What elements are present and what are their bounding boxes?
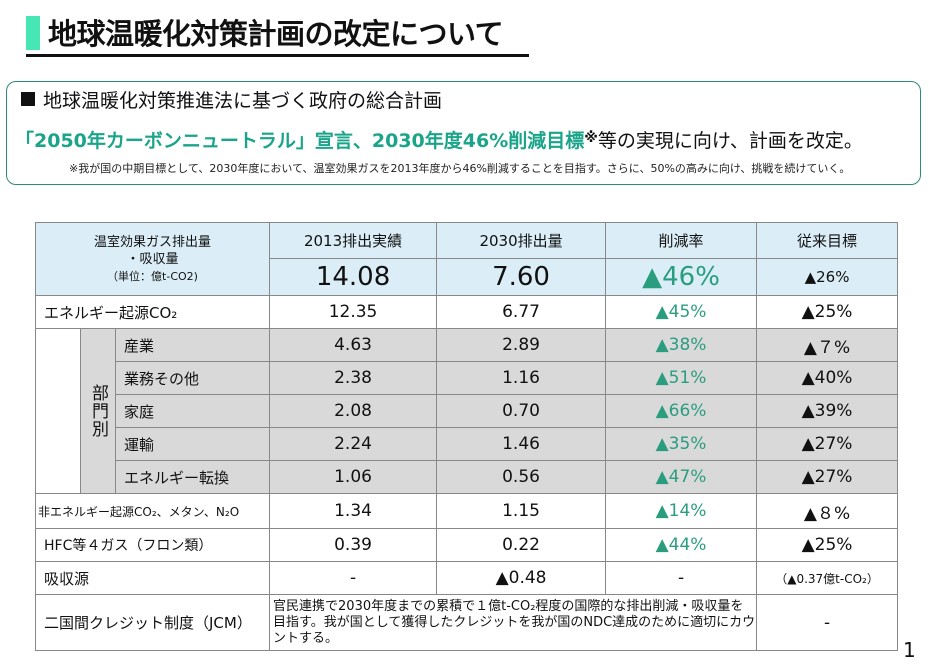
sector-2013: 4.63 [269,328,438,362]
sector-2013: 1.06 [269,460,438,494]
sector-rate: ▲35% [605,427,758,461]
col-2013-header: 2013排出実績 [269,222,438,259]
sector-label: 業務その他 [114,361,271,395]
sink-label: 吸収源 [34,561,271,595]
gas-label-2: ・吸収量 [126,251,179,267]
note-mark: ※ [584,130,598,146]
target-highlight: 「2050年カーボンニュートラル」宣言、2030年度46%削減目標 [15,130,585,152]
page-number: 1 [903,638,916,662]
sink-2030: ▲0.48 [436,561,607,595]
hfc-prev: ▲25% [756,528,899,562]
total-2013: 14.08 [269,258,438,296]
unit-label: （単位：億t-CO2) [107,269,198,283]
col-rate-header: 削減率 [605,222,758,259]
page-title-block: 地球温暖化対策計画の改定について [26,14,529,57]
gas-header-cell: 温室効果ガス排出量 ・吸収量 （単位：億t-CO2) [34,222,271,296]
energy-co2-label: エネルギー起源CO₂ [34,295,271,329]
sector-row: 業務その他 2.38 1.16 ▲51% ▲40% [36,361,899,395]
sector-rate: ▲47% [605,460,758,494]
title-accent-bar [26,16,40,50]
non-energy-rate: ▲14% [605,493,758,529]
col-prev-header: 従来目標 [756,222,899,259]
sector-2030: 0.56 [436,460,607,494]
hfc-2013: 0.39 [269,528,438,562]
sector-prev: ▲27% [756,460,899,494]
sector-label: エネルギー転換 [114,460,271,494]
non-energy-prev: ▲８% [756,493,899,529]
summary-line1-text: 地球温暖化対策推進法に基づく政府の総合計画 [43,90,443,112]
sector-indent [35,328,81,494]
non-energy-2013: 1.34 [269,493,438,529]
non-energy-label: 非エネルギー起源CO₂、メタン、N₂O [34,493,271,529]
summary-line2: 「2050年カーボンニュートラル」宣言、2030年度46%削減目標※等の実現に向… [15,124,863,155]
energy-co2-2013: 12.35 [269,295,438,329]
sector-row: 家庭 2.08 0.70 ▲66% ▲39% [36,394,899,428]
jcm-label: 二国間クレジット制度（JCM） [34,594,271,651]
summary-line1: 地球温暖化対策推進法に基づく政府の総合計画 [21,88,442,114]
jcm-description: 官民連携で2030年度までの累積で１億t-CO₂程度の国際的な排出削減・吸収量を… [269,594,758,651]
energy-co2-prev: ▲25% [756,295,899,329]
jcm-prev: - [756,594,899,651]
summary-note: ※我が国の中期目標として、2030年度において、温室効果ガスを2013年度から4… [69,162,851,175]
sector-row: 運輸 2.24 1.46 ▲35% ▲27% [36,427,899,461]
total-row: 14.08 7.60 ▲46% ▲26% [36,258,899,296]
sector-label: 産業 [114,328,271,362]
jcm-row: 二国間クレジット制度（JCM） 官民連携で2030年度までの累積で１億t-CO₂… [34,594,899,651]
total-prev: ▲26% [756,258,899,296]
gas-label-1: 温室効果ガス排出量 [94,234,212,250]
non-energy-2030: 1.15 [436,493,607,529]
summary-box: 地球温暖化対策推進法に基づく政府の総合計画 「2050年カーボンニュートラル」宣… [6,81,921,185]
hfc-row: HFC等４ガス（フロン類） 0.39 0.22 ▲44% ▲25% [34,528,899,562]
sector-prev: ▲40% [756,361,899,395]
sector-prev: ▲39% [756,394,899,428]
sector-row: エネルギー転換 1.06 0.56 ▲47% ▲27% [36,460,899,494]
header-row: 温室効果ガス排出量 ・吸収量 （単位：億t-CO2) 2013排出実績 2030… [34,222,899,296]
emissions-table: 温室効果ガス排出量 ・吸収量 （単位：億t-CO2) 2013排出実績 2030… [34,222,899,651]
sector-label-text: 部門別 [88,384,108,438]
sector-2030: 0.70 [436,394,607,428]
hfc-rate: ▲44% [605,528,758,562]
sector-vertical-label: 部門別 [80,328,116,494]
sector-rate: ▲51% [605,361,758,395]
energy-co2-row: エネルギー起源CO₂ 12.35 6.77 ▲45% ▲25% [34,295,899,329]
sector-2030: 2.89 [436,328,607,362]
sector-2013: 2.38 [269,361,438,395]
summary-line2-rest: 等の実現に向け、計画を改定。 [597,130,863,152]
sector-2030: 1.46 [436,427,607,461]
non-energy-row: 非エネルギー起源CO₂、メタン、N₂O 1.34 1.15 ▲14% ▲８% [34,493,899,529]
sector-label: 運輸 [114,427,271,461]
sink-rate: - [605,561,758,595]
sector-rate: ▲38% [605,328,758,362]
sector-row: 部門別 産業 4.63 2.89 ▲38% ▲７% [35,328,899,494]
hfc-label: HFC等４ガス（フロン類） [34,528,271,562]
sink-row: 吸収源 - ▲0.48 - （▲0.37億t-CO₂） [34,561,899,595]
energy-co2-2030: 6.77 [436,295,607,329]
sink-2013: - [269,561,438,595]
sector-prev: ▲27% [756,427,899,461]
energy-co2-rate: ▲45% [605,295,758,329]
sector-2013: 2.24 [269,427,438,461]
total-2030: 7.60 [436,258,607,296]
square-bullet-icon [21,92,35,106]
sector-prev: ▲７% [756,328,899,362]
sector-2013: 2.08 [269,394,438,428]
sector-label: 家庭 [114,394,271,428]
col-2030-header: 2030排出量 [436,222,607,259]
title-underline [26,54,529,57]
sector-2030: 1.16 [436,361,607,395]
hfc-2030: 0.22 [436,528,607,562]
sector-rate: ▲66% [605,394,758,428]
total-rate: ▲46% [605,258,758,296]
sink-prev: （▲0.37億t-CO₂） [756,561,899,595]
page-title: 地球温暖化対策計画の改定について [48,17,504,51]
